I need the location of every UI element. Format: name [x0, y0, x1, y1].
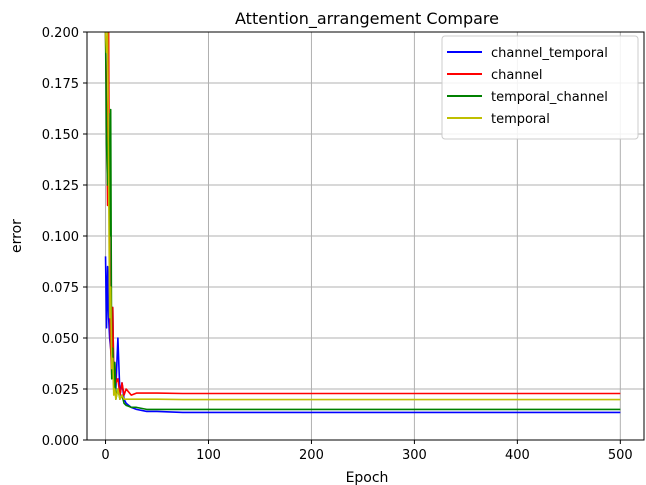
series-line-channel — [104, 32, 621, 396]
y-tick-label: 0.200 — [42, 26, 79, 41]
x-axis-label: Epoch — [346, 470, 389, 485]
y-tick-label: 0.025 — [42, 383, 79, 398]
series-line-temporal — [104, 32, 621, 401]
y-tick-label: 0.150 — [42, 128, 79, 143]
y-tick-label: 0.175 — [42, 77, 79, 92]
y-tick-label: 0.000 — [42, 434, 79, 449]
chart-title: Attention_arrangement Compare — [235, 9, 499, 29]
legend-label: temporal — [491, 112, 550, 127]
legend-label: channel_temporal — [491, 46, 608, 61]
y-tick-label: 0.100 — [42, 230, 79, 245]
y-tick-label: 0.050 — [42, 332, 79, 347]
y-axis-label: error — [9, 219, 25, 253]
x-tick-label: 200 — [299, 448, 324, 463]
y-tick-label: 0.075 — [42, 281, 79, 296]
x-tick-label: 300 — [402, 448, 427, 463]
x-tick-label: 100 — [196, 448, 221, 463]
x-tick-label: 500 — [608, 448, 633, 463]
x-tick-label: 0 — [101, 448, 109, 463]
y-tick-label: 0.125 — [42, 179, 79, 194]
legend-box — [441, 35, 639, 140]
series-line-temporal-channel — [104, 32, 621, 411]
legend-label: temporal_channel — [491, 90, 608, 105]
x-tick-label: 400 — [505, 448, 530, 463]
legend-label: channel — [491, 68, 542, 83]
